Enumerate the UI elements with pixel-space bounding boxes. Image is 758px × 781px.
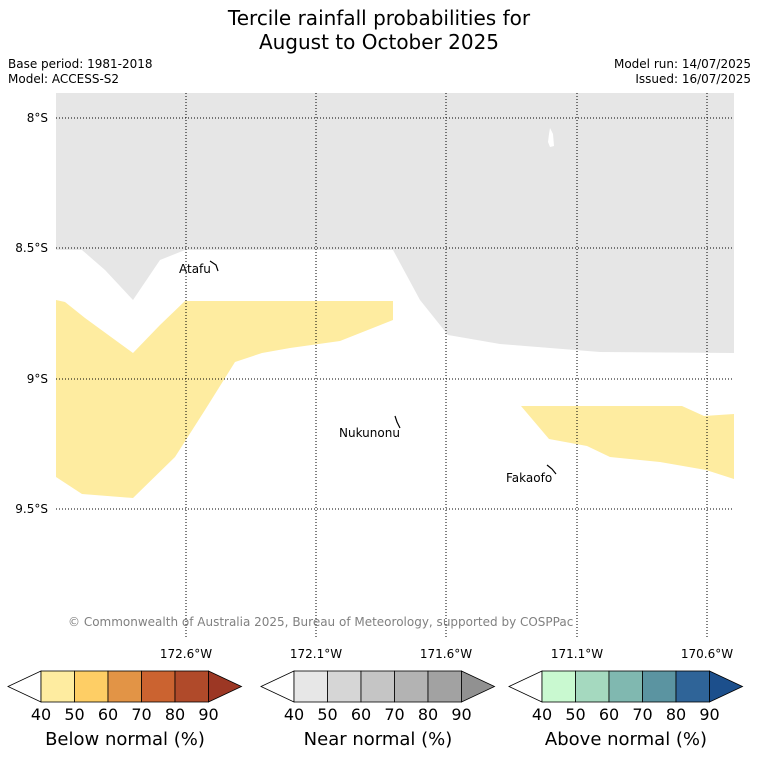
colorbar-below-normal-tick: 60	[98, 705, 118, 724]
colorbar-below-normal-segment	[141, 670, 176, 703]
meta-left: Base period: 1981-2018 Model: ACCESS-S2	[8, 57, 153, 87]
colorbar-above-normal-tick: 60	[599, 705, 619, 724]
below-normal-region-east	[521, 406, 734, 479]
colorbar-label-below-normal: Below normal (%)	[45, 729, 205, 750]
lon-label-170-6w: 170.6°W	[681, 647, 733, 661]
colorbar-above-normal-tick: 50	[565, 705, 585, 724]
meta-right: Model run: 14/07/2025 Issued: 16/07/2025	[614, 57, 751, 87]
colorbar-near-normal-segment	[327, 670, 362, 703]
colorbar-near-normal-tick: 40	[284, 705, 304, 724]
graticule	[56, 93, 734, 639]
colorbar-near-normal-tick: 60	[351, 705, 371, 724]
colorbar-below-normal-tick: 40	[31, 705, 51, 724]
colorbar-below-normal-segment	[74, 670, 109, 703]
lat-label-9-5s: 9.5°S	[15, 502, 48, 516]
place-label-fakaofo: Fakaofo	[506, 471, 552, 485]
colorbar-near-normal-segment	[394, 670, 429, 703]
colorbar-near-normal-segment	[427, 670, 462, 703]
colorbar-near-normal-segment	[360, 670, 395, 703]
colorbar-near-normal-tick: 90	[451, 705, 471, 724]
lat-label-8-5s: 8.5°S	[15, 241, 48, 255]
atolls	[209, 260, 557, 475]
colorbar-below-normal-extend-high	[208, 670, 243, 703]
colorbar-below-normal-tick: 50	[64, 705, 84, 724]
issued-date: Issued: 16/07/2025	[635, 72, 751, 86]
lat-label-9s: 9°S	[27, 372, 48, 386]
near-normal-region	[56, 93, 734, 353]
colorbar-below-normal: 40 50 60 70 80 90	[7, 670, 243, 724]
place-label-atafu: Atafu	[179, 262, 211, 276]
colorbar-above-normal-tick: 90	[699, 705, 719, 724]
place-label-nukunonu: Nukunonu	[339, 426, 400, 440]
colorbar-near-normal-tick: 70	[384, 705, 404, 724]
colorbar-below-normal-tick: 70	[131, 705, 151, 724]
model-name: Model: ACCESS-S2	[8, 72, 120, 86]
atoll-fakaofo	[546, 464, 557, 475]
base-period: Base period: 1981-2018	[8, 57, 153, 71]
colorbar-below-normal-segment	[174, 670, 209, 703]
atoll-nukunonu	[394, 415, 401, 429]
colorbar-above-normal: 40 50 60 70 80 90	[508, 670, 744, 724]
title-line-2: August to October 2025	[258, 30, 500, 54]
colorbar-above-normal-segment	[541, 670, 576, 703]
colorbar-below-normal-tick: 90	[198, 705, 218, 724]
below-normal-region-west	[56, 300, 393, 498]
atoll-atafu	[209, 260, 219, 272]
colorbar-above-normal-segment	[608, 670, 643, 703]
colorbar-above-normal-segment	[575, 670, 610, 703]
colorbar-below-normal-segment	[107, 670, 142, 703]
lat-label-8s: 8°S	[27, 111, 48, 125]
colorbar-below-normal-tick: 80	[165, 705, 185, 724]
colorbar-near-normal-tick: 80	[418, 705, 438, 724]
lon-label-172-6w: 172.6°W	[160, 647, 212, 661]
colorbar-above-normal-segment	[642, 670, 677, 703]
lon-label-171-1w: 171.1°W	[551, 647, 603, 661]
colorbar-above-normal-tick: 40	[532, 705, 552, 724]
colorbar-label-above-normal: Above normal (%)	[544, 729, 708, 750]
colorbar-above-normal-extend-low	[508, 670, 543, 703]
model-run: Model run: 14/07/2025	[613, 57, 751, 71]
colorbar-above-normal-tick: 70	[632, 705, 652, 724]
island-shape	[548, 128, 554, 147]
colorbar-near-normal-extend-high	[461, 670, 496, 703]
map-title: Tercile rainfall probabilities for Augus…	[0, 6, 758, 54]
colorbar-above-normal-extend-high	[709, 670, 744, 703]
colorbar-below-normal-segment	[40, 670, 75, 703]
lon-label-172-1w: 172.1°W	[290, 647, 342, 661]
colorbar-near-normal-extend-low	[260, 670, 295, 703]
colorbar-label-near-normal: Near normal (%)	[303, 729, 453, 750]
copyright-note: © Commonwealth of Australia 2025, Bureau…	[68, 615, 573, 629]
colorbar-above-normal-tick: 80	[666, 705, 686, 724]
colorbar-above-normal-segment	[675, 670, 710, 703]
colorbar-below-normal-extend-low	[7, 670, 42, 703]
lon-label-171-6w: 171.6°W	[420, 647, 472, 661]
colorbar-near-normal-tick: 50	[317, 705, 337, 724]
colorbar-near-normal-segment	[293, 670, 328, 703]
title-line-1: Tercile rainfall probabilities for	[227, 6, 531, 30]
colorbar-near-normal: 40 50 60 70 80 90	[260, 670, 496, 724]
